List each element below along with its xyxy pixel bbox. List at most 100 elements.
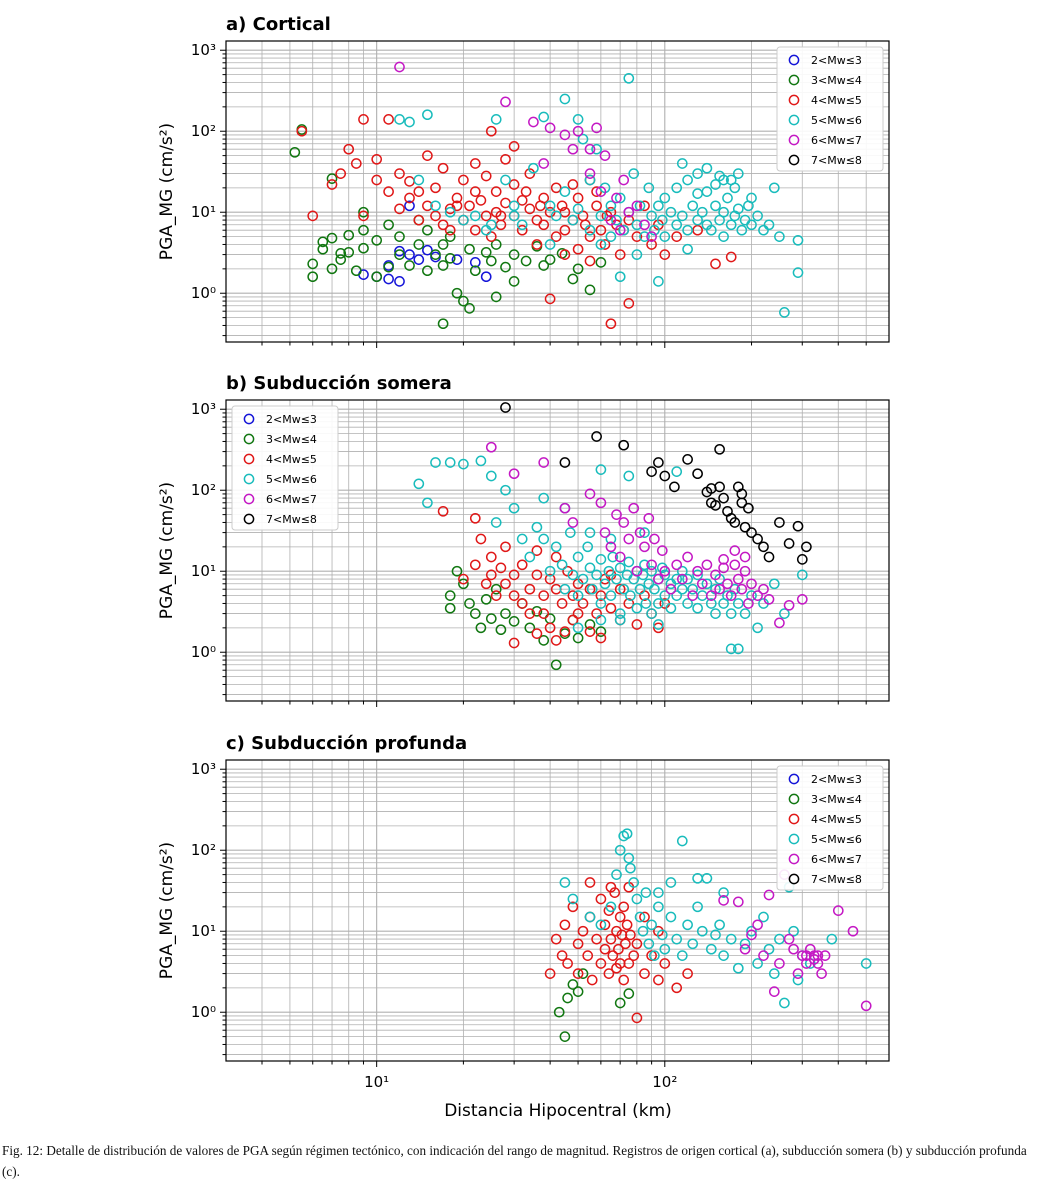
data-point — [544, 565, 556, 577]
data-point — [508, 468, 520, 480]
data-point — [860, 958, 872, 969]
legend-marker — [788, 813, 800, 825]
data-point — [538, 457, 550, 468]
data-point — [383, 273, 394, 285]
data-point — [584, 284, 596, 296]
data-point — [701, 872, 713, 884]
data-point — [577, 133, 589, 145]
data-point — [621, 828, 633, 840]
data-point — [383, 261, 394, 273]
data-point — [768, 986, 780, 997]
data-point — [732, 896, 744, 908]
data-point — [572, 192, 584, 204]
data-point — [676, 158, 688, 169]
data-point — [639, 911, 650, 923]
series-6-mw-7 — [394, 61, 657, 242]
data-point — [591, 122, 602, 134]
data-point — [752, 958, 763, 969]
data-point — [567, 214, 579, 226]
data-point — [692, 602, 703, 614]
data-point — [758, 583, 769, 595]
data-point — [485, 613, 497, 624]
data-point — [718, 895, 729, 906]
data-point — [567, 179, 579, 190]
data-point — [307, 258, 319, 270]
data-point — [646, 210, 657, 222]
data-point — [639, 231, 650, 242]
data-point — [451, 200, 463, 212]
data-point — [649, 224, 660, 236]
data-point — [422, 265, 433, 277]
data-point — [682, 243, 693, 255]
data-point — [485, 219, 497, 231]
data-point — [618, 174, 630, 186]
data-point — [562, 958, 573, 969]
data-point — [550, 635, 562, 646]
data-point — [538, 533, 550, 545]
data-point — [430, 210, 441, 222]
data-point — [458, 295, 469, 307]
data-point — [611, 214, 622, 226]
data-point — [718, 206, 729, 218]
data-point — [584, 224, 596, 236]
data-point — [736, 488, 748, 500]
data-point — [500, 261, 511, 273]
data-point — [404, 249, 415, 260]
legend-marker — [788, 154, 800, 166]
data-point — [516, 195, 528, 206]
data-point — [746, 929, 757, 941]
data-point — [524, 622, 536, 634]
data-point — [531, 521, 543, 533]
data-point — [524, 168, 536, 179]
figure: 10⁰ 10¹ 10² 10³ a) Cortical PGA_MG (cm/s²) 2<M… — [157, 14, 890, 1121]
data-point — [516, 219, 528, 231]
data-point — [520, 186, 532, 197]
data-point — [572, 551, 584, 563]
legend-marker — [243, 453, 255, 465]
data-point — [500, 197, 511, 209]
data-point — [739, 521, 751, 533]
data-point — [656, 562, 668, 574]
data-point — [490, 186, 502, 197]
data-point — [591, 143, 602, 155]
data-point — [538, 158, 550, 169]
y-tick-label: 10⁰ — [191, 284, 216, 302]
data-point — [714, 919, 725, 931]
data-point — [682, 174, 693, 186]
data-point — [653, 276, 664, 287]
ticks — [220, 768, 867, 1067]
legend-box — [776, 765, 884, 891]
data-point — [605, 602, 617, 614]
data-point — [451, 565, 463, 577]
data-point — [550, 551, 562, 563]
data-point — [758, 541, 769, 553]
legend-label: 5<Mw≤6 — [811, 833, 862, 846]
data-point — [614, 997, 626, 1009]
data-point — [752, 210, 763, 222]
data-point — [739, 565, 751, 577]
y-tick-label: 10⁰ — [191, 643, 216, 661]
data-point — [326, 263, 338, 275]
data-point — [682, 598, 693, 609]
data-point — [643, 182, 655, 194]
legend-box — [231, 405, 339, 531]
data-point — [556, 200, 568, 212]
series-6-mw-7 — [718, 869, 872, 1012]
data-point — [659, 249, 671, 260]
data-point — [640, 887, 652, 898]
data-point — [404, 116, 415, 128]
legend-marker — [788, 94, 800, 106]
legend-marker — [788, 773, 800, 785]
data-point — [458, 458, 469, 470]
data-point — [659, 192, 671, 204]
data-point — [444, 590, 456, 601]
data-point — [469, 210, 481, 222]
data-point — [618, 517, 630, 528]
data-point — [618, 583, 630, 595]
data-point — [595, 614, 607, 626]
y-axis-label: PGA_MG (cm/s²) — [157, 482, 177, 619]
data-point — [413, 478, 425, 490]
data-point — [394, 276, 405, 287]
data-point — [422, 224, 433, 236]
data-point — [710, 929, 721, 941]
